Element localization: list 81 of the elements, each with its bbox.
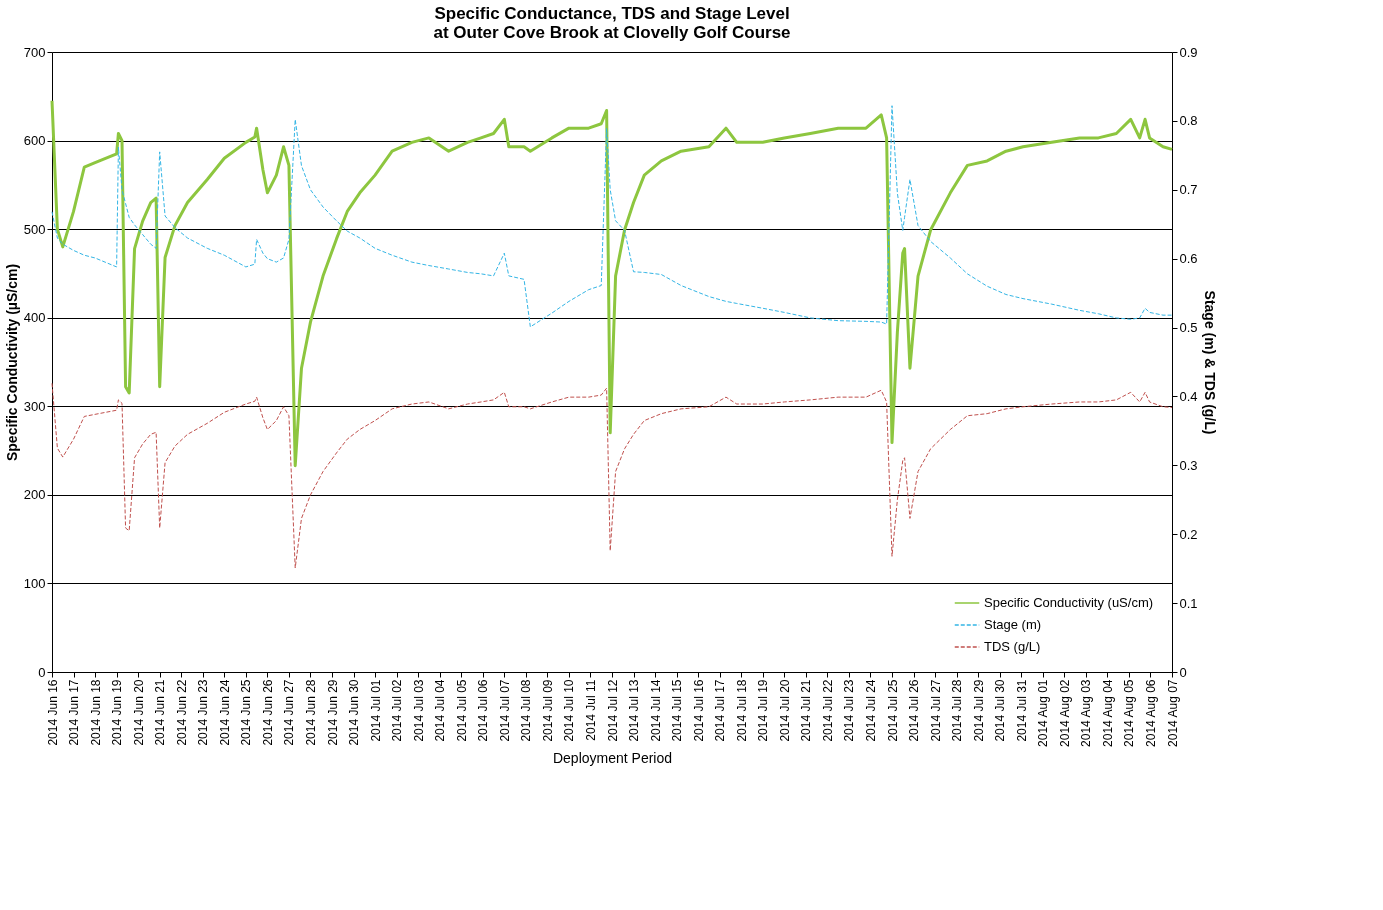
y-tick-label: 0 <box>38 664 46 680</box>
x-tick-label: 2014 Jun 22 <box>174 679 189 746</box>
x-tick-label: 2014 Aug 01 <box>1036 679 1051 747</box>
legend-label: TDS (g/L) <box>984 639 1041 654</box>
y-tick-label: 400 <box>23 310 46 326</box>
y-tick-label: 700 <box>23 44 46 60</box>
x-tick-label: 2014 Jul 09 <box>540 679 555 742</box>
x-tick-label: 2014 Jul 11 <box>583 679 598 741</box>
y2-tick-label: 0.8 <box>1179 113 1198 129</box>
y2-tick-label: 0.9 <box>1179 44 1198 60</box>
x-tick-label: 2014 Jul 24 <box>863 679 878 742</box>
x-tick-label: 2014 Jul 18 <box>734 679 749 742</box>
x-tick-label: 2014 Jul 08 <box>519 679 534 742</box>
x-tick-label: 2014 Jun 20 <box>131 679 146 746</box>
x-tick-label: 2014 Aug 04 <box>1100 679 1115 747</box>
y-tick-label: 600 <box>23 133 46 149</box>
x-tick-label: 2014 Jul 16 <box>691 679 706 742</box>
x-tick-label: 2014 Jul 27 <box>928 679 943 742</box>
x-tick-label: 2014 Jun 19 <box>110 679 125 746</box>
x-tick-label: 2014 Jul 02 <box>390 679 405 742</box>
x-tick-label: 2014 Jun 24 <box>217 679 232 746</box>
y2-tick-label: 0.2 <box>1179 526 1198 542</box>
y-tick-label: 100 <box>23 575 46 591</box>
x-tick-label: 2014 Jul 22 <box>820 679 835 742</box>
x-tick-label: 2014 Jun 18 <box>88 679 103 746</box>
x-tick-label: 2014 Jun 21 <box>153 679 168 746</box>
x-tick-label: 2014 Aug 06 <box>1143 679 1158 747</box>
x-tick-label: 2014 Jul 21 <box>799 679 814 742</box>
legend-label: Specific Conductivity (uS/cm) <box>984 595 1154 610</box>
x-tick-label: 2014 Jul 13 <box>627 679 642 742</box>
x-tick-label: 2014 Jul 12 <box>605 679 620 742</box>
x-tick-label: 2014 Aug 03 <box>1079 679 1094 747</box>
y-tick-label: 300 <box>23 398 46 414</box>
y2-tick-label: 0.4 <box>1179 388 1198 404</box>
x-tick-label: 2014 Jul 25 <box>885 679 900 742</box>
x-tick-label: 2014 Jul 15 <box>670 679 685 742</box>
x-tick-label: 2014 Jul 30 <box>993 679 1008 742</box>
x-tick-label: 2014 Jun 30 <box>347 679 362 746</box>
line-series <box>51 382 1173 569</box>
line-series <box>51 105 1173 328</box>
x-tick-label: 2014 Jul 19 <box>756 679 771 742</box>
x-tick-label: 2014 Aug 07 <box>1165 679 1180 747</box>
y2-tick-label: 0.6 <box>1179 251 1198 267</box>
y2-tick-label: 0.5 <box>1179 320 1198 336</box>
x-tick-label: 2014 Jul 14 <box>648 679 663 742</box>
legend-label: Stage (m) <box>984 617 1042 632</box>
x-tick-label: 2014 Jul 26 <box>907 679 922 742</box>
x-tick-label: 2014 Jul 29 <box>971 679 986 742</box>
x-tick-label: 2014 Jul 05 <box>454 679 469 742</box>
x-tick-label: 2014 Jul 20 <box>777 679 792 742</box>
x-tick-label: 2014 Jun 28 <box>303 679 318 746</box>
x-tick-label: 2014 Jun 23 <box>196 679 211 746</box>
x-tick-label: 2014 Jul 23 <box>842 679 857 742</box>
x-tick-label: 2014 Jul 10 <box>562 679 577 742</box>
x-tick-label: 2014 Jun 16 <box>45 679 60 746</box>
x-axis-title: Deployment Period <box>552 749 673 766</box>
x-tick-label: 2014 Aug 02 <box>1057 679 1072 747</box>
y2-tick-label: 0 <box>1179 664 1187 680</box>
x-tick-label: 2014 Jul 03 <box>411 679 426 742</box>
y-axis-title: Specific Conductivity (µS/cm) <box>3 263 20 462</box>
y-tick-label: 200 <box>23 487 46 503</box>
chart-title: Specific Conductance, TDS and Stage Level at Outer Cove Brook at Clovelly Golf Course <box>433 4 791 42</box>
y2-tick-label: 0.1 <box>1179 595 1198 611</box>
x-tick-label: 2014 Jul 06 <box>476 679 491 742</box>
x-tick-label: 2014 Jun 25 <box>239 679 254 746</box>
x-tick-label: 2014 Jul 04 <box>433 679 448 742</box>
y2-axis-title: Stage (m) & TDS (g/L) <box>1201 290 1218 435</box>
x-tick-label: 2014 Jul 07 <box>497 679 512 742</box>
line-series <box>50 99 1174 468</box>
x-tick-label: 2014 Jun 27 <box>282 679 297 746</box>
x-tick-label: 2014 Jun 17 <box>67 679 82 746</box>
y2-tick-label: 0.7 <box>1179 182 1198 198</box>
x-tick-label: 2014 Jul 17 <box>713 679 728 742</box>
x-tick-label: 2014 Aug 05 <box>1122 679 1137 747</box>
x-tick-label: 2014 Jun 26 <box>260 679 275 746</box>
x-tick-label: 2014 Jun 29 <box>325 679 340 746</box>
y2-tick-label: 0.3 <box>1179 457 1198 473</box>
x-tick-label: 2014 Jul 01 <box>368 679 383 742</box>
x-tick-label: 2014 Jul 31 <box>1014 679 1029 742</box>
x-tick-label: 2014 Jul 28 <box>950 679 965 742</box>
y-tick-label: 500 <box>23 221 46 237</box>
